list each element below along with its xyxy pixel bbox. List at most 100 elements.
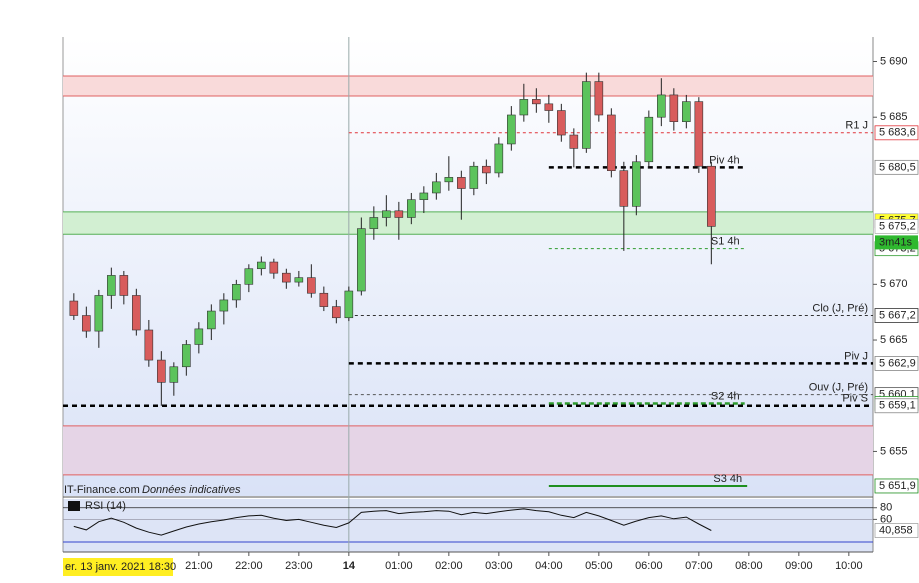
zone bbox=[63, 425, 873, 475]
level-name: S3 4h bbox=[713, 473, 742, 485]
candle-body bbox=[544, 103, 554, 111]
candle-body bbox=[707, 165, 716, 227]
x-tick-label: 03:00 bbox=[485, 560, 513, 572]
cursor-label: er. 13 janv. 2021 18:30 bbox=[65, 561, 176, 573]
candle-body bbox=[257, 261, 266, 270]
level-label: 5 683,6 bbox=[879, 127, 916, 139]
candle-body bbox=[632, 161, 641, 207]
candle-body bbox=[169, 366, 179, 383]
level-label: 5 659,1 bbox=[879, 400, 916, 412]
candle-body bbox=[444, 177, 454, 183]
level-label-box bbox=[874, 125, 919, 141]
level-label-box bbox=[874, 398, 919, 414]
candle-body bbox=[457, 177, 466, 189]
level-label: 5 651,9 bbox=[879, 480, 916, 492]
axes: 21:00 22:00 23:00 14 01:00 02:00 03:00 04:00 05:… bbox=[63, 55, 919, 572]
candle-body bbox=[232, 284, 241, 301]
x-tick-label: 06:00 bbox=[635, 560, 663, 572]
x-tick-label: 02:00 bbox=[435, 560, 463, 572]
y-tick-label: 5 685 bbox=[880, 111, 908, 123]
candle-body bbox=[582, 81, 591, 149]
candle-body bbox=[407, 199, 416, 218]
price-marker-box bbox=[874, 219, 919, 234]
candle-body bbox=[469, 165, 479, 189]
candle-body bbox=[332, 306, 341, 319]
candle-body bbox=[182, 344, 191, 368]
rsi-tick-label: 60 bbox=[880, 513, 892, 525]
x-tick-label: 08:00 bbox=[735, 560, 763, 572]
candle-body bbox=[482, 165, 491, 174]
candle-body bbox=[307, 277, 316, 294]
zone bbox=[63, 211, 873, 235]
timer: 3m41s bbox=[879, 236, 913, 248]
x-tick-label: 05:00 bbox=[585, 560, 613, 572]
candle-body bbox=[694, 101, 704, 167]
y-tick-label: 5 655 bbox=[880, 445, 908, 457]
x-tick-label: 14 bbox=[343, 560, 356, 572]
rsi-tick-label: 80 bbox=[880, 502, 892, 514]
candle-body bbox=[519, 99, 529, 116]
candle-body bbox=[607, 114, 616, 171]
candle-body bbox=[569, 134, 579, 149]
level-name: S2 4h bbox=[711, 390, 740, 402]
candle-body bbox=[282, 272, 291, 283]
x-tick-label: 10:00 bbox=[835, 560, 863, 572]
level-label-box bbox=[874, 478, 919, 494]
candle-body bbox=[69, 300, 79, 316]
candle-body bbox=[207, 310, 216, 330]
candle-body bbox=[294, 277, 304, 283]
zones bbox=[63, 37, 873, 552]
level-label: 5 662,9 bbox=[879, 357, 916, 369]
candle-body bbox=[382, 210, 391, 218]
rsi-legend: RSI (14) bbox=[85, 500, 126, 512]
candle-body bbox=[194, 328, 204, 345]
x-tick-label: 04:00 bbox=[535, 560, 563, 572]
x-tick-label: 22:00 bbox=[235, 560, 263, 572]
candle-body bbox=[669, 94, 679, 122]
candles bbox=[69, 72, 716, 406]
level-label-box bbox=[874, 308, 919, 323]
candle-body bbox=[82, 315, 91, 332]
candle-body bbox=[319, 292, 329, 307]
price-marker-label: 5 675,2 bbox=[879, 220, 916, 232]
candle-body bbox=[357, 228, 366, 292]
candle-body bbox=[144, 329, 154, 361]
candle-body bbox=[157, 359, 166, 383]
candle-body bbox=[657, 94, 666, 118]
candle-body bbox=[494, 143, 504, 174]
zone bbox=[63, 75, 873, 97]
candle-body bbox=[682, 101, 691, 122]
y-tick-label: 5 665 bbox=[880, 334, 908, 346]
level-name: Ouv (J, Pré) bbox=[809, 382, 868, 394]
plot-background bbox=[63, 37, 873, 496]
x-tick-label: 21:00 bbox=[185, 560, 213, 572]
candle-body bbox=[132, 295, 141, 331]
candle-body bbox=[244, 268, 254, 285]
candle-body bbox=[344, 290, 354, 319]
y-tick-label: 5 690 bbox=[880, 55, 908, 67]
x-tick-label: 01:00 bbox=[385, 560, 413, 572]
level-label-box bbox=[874, 159, 919, 175]
rsi-last-label: 40,858 bbox=[879, 524, 913, 536]
candle-body bbox=[507, 114, 516, 145]
rsi-line bbox=[73, 508, 712, 536]
y-tick-label: 5 670 bbox=[880, 278, 908, 290]
x-tick-label: 07:00 bbox=[685, 560, 713, 572]
candle-body bbox=[394, 210, 404, 218]
level-label-box bbox=[874, 356, 919, 371]
candle-body bbox=[369, 217, 379, 229]
level-name: Clo (J, Pré) bbox=[812, 302, 868, 314]
rsi-legend-swatch bbox=[68, 501, 80, 511]
candle-body bbox=[644, 116, 654, 163]
level-label: 5 667,2 bbox=[879, 309, 916, 321]
candle-body bbox=[557, 110, 566, 136]
candle-body bbox=[269, 261, 279, 274]
candle-body bbox=[94, 295, 104, 332]
level-name: Piv 4h bbox=[709, 154, 740, 166]
source-text: IT-Finance.com bbox=[64, 484, 140, 496]
level-name: Piv S bbox=[842, 393, 868, 405]
candle-body bbox=[107, 275, 116, 296]
candle-body bbox=[432, 181, 441, 194]
